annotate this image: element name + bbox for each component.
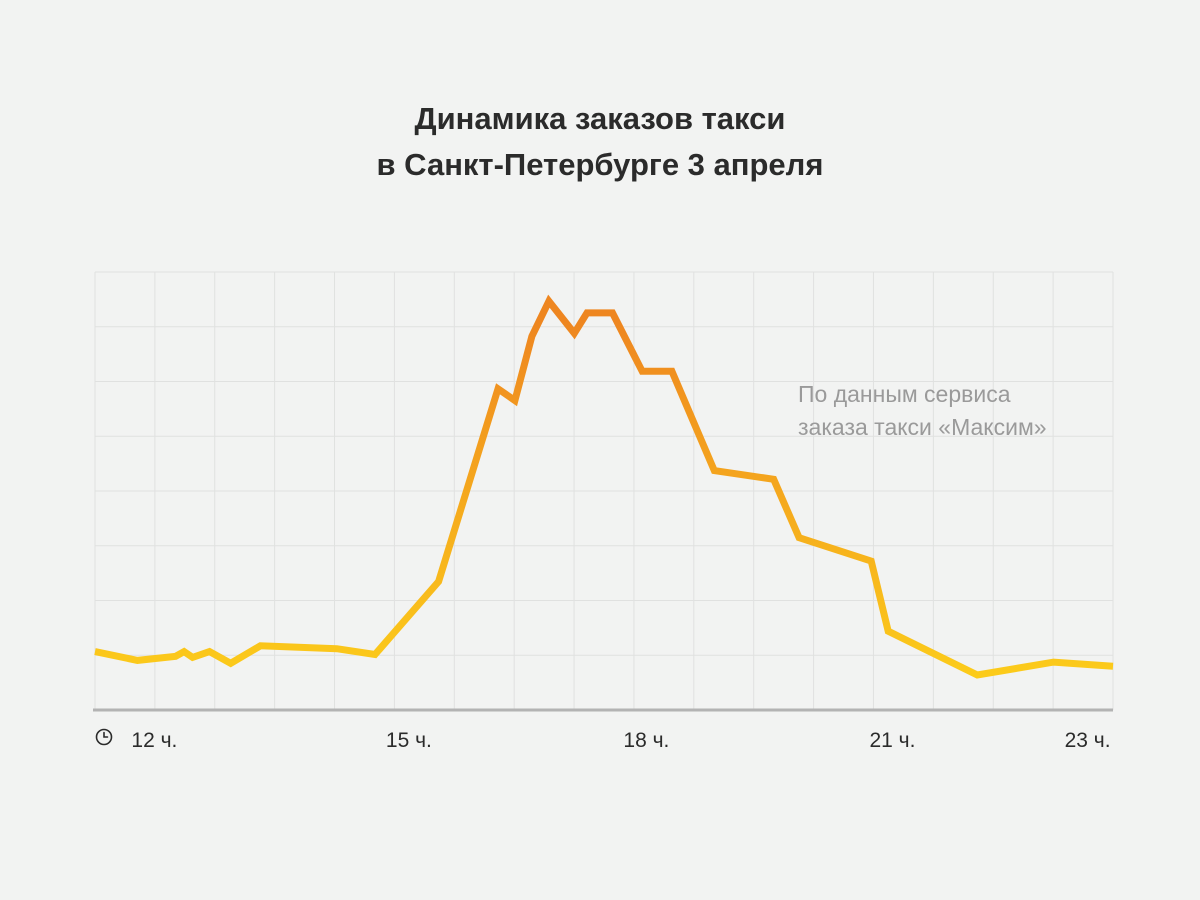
chart-series	[94, 294, 1114, 679]
source-note: По данным сервиса заказа такси «Максим»	[798, 381, 1047, 440]
x-tick-label: 23 ч.	[1065, 729, 1111, 752]
x-tick-labels: 12 ч. 15 ч. 18 ч. 21 ч. 23 ч.	[131, 729, 1110, 752]
x-tick-label: 21 ч.	[869, 729, 915, 752]
x-tick-label: 15 ч.	[386, 729, 432, 752]
chart-title: Динамика заказов такси	[414, 101, 786, 136]
chart-subtitle: в Санкт-Петербурге 3 апреля	[376, 147, 824, 182]
chart-grid	[94, 271, 1114, 710]
source-note-line-2: заказа такси «Максим»	[798, 414, 1047, 440]
chart-title-block: Динамика заказов такси в Санкт-Петербург…	[0, 96, 1200, 188]
source-note-line-1: По данным сервиса	[798, 381, 1011, 407]
clock-icon	[95, 728, 113, 746]
x-tick-label: 18 ч.	[623, 729, 669, 752]
x-tick-label: 12 ч.	[131, 729, 177, 752]
series-line	[94, 294, 1114, 679]
